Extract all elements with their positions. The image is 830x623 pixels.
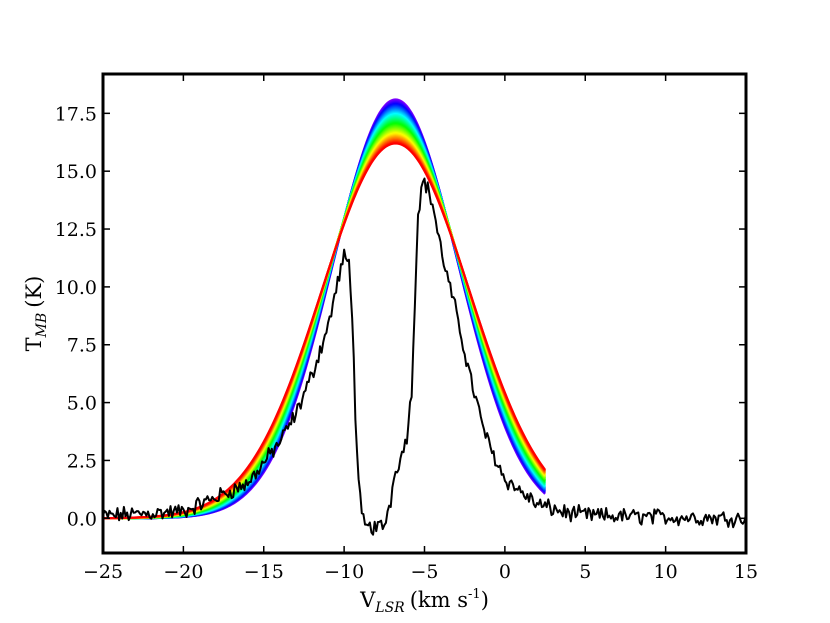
y-tick-label: 7.5 bbox=[67, 335, 97, 357]
model-fit-curve bbox=[103, 99, 546, 520]
x-tick-label: −15 bbox=[244, 561, 284, 583]
y-axis-label-main: T bbox=[22, 337, 46, 351]
model-fit-curve bbox=[103, 107, 546, 520]
y-axis-ticks: 0.0 2.5 5.0 7.5 10.0 12.5 15.0 17.5 bbox=[55, 103, 746, 530]
model-fit-curve bbox=[103, 101, 546, 520]
model-fit-curve bbox=[103, 100, 546, 520]
observed-spectrum bbox=[103, 177, 746, 536]
model-fit-curve bbox=[103, 98, 546, 520]
y-axis-label: TMB (K) bbox=[22, 276, 50, 352]
model-fit-curve bbox=[103, 109, 546, 520]
model-fit-curve bbox=[103, 103, 546, 520]
y-tick-label: 2.5 bbox=[67, 450, 97, 472]
y-tick-label: 5.0 bbox=[67, 393, 97, 415]
model-fit-curve bbox=[103, 106, 546, 520]
x-tick-label: 15 bbox=[734, 561, 758, 583]
model-fit-curves bbox=[103, 98, 546, 520]
x-tick-label: −20 bbox=[163, 561, 203, 583]
x-tick-label: 10 bbox=[654, 561, 678, 583]
x-tick-label: 5 bbox=[579, 561, 591, 583]
x-axis-label-main: V bbox=[359, 588, 376, 612]
model-fit-curve bbox=[103, 102, 546, 520]
model-fit-curve bbox=[103, 133, 546, 520]
y-tick-label: 15.0 bbox=[55, 161, 97, 183]
model-fit-curve bbox=[103, 108, 546, 520]
y-axis-label-units: (K) bbox=[22, 276, 46, 308]
observed-spectrum-line bbox=[103, 177, 746, 536]
x-axis-label-close: ) bbox=[481, 588, 489, 612]
y-tick-label: 12.5 bbox=[55, 219, 97, 241]
y-tick-label: 10.0 bbox=[55, 277, 97, 299]
plot-frame bbox=[101, 72, 748, 555]
x-tick-label: −10 bbox=[324, 561, 364, 583]
y-axis-label-subscript: MB bbox=[34, 313, 50, 339]
x-tick-label: −25 bbox=[83, 561, 123, 583]
x-axis-label: VLSR (km s-1) bbox=[359, 587, 489, 616]
x-axis-label-units: (km s bbox=[410, 588, 468, 612]
model-fit-curve bbox=[103, 110, 546, 520]
model-fit-curve bbox=[103, 105, 546, 520]
x-axis-label-subscript: LSR bbox=[374, 600, 405, 616]
x-tick-label: 0 bbox=[499, 561, 511, 583]
model-fit-curve bbox=[103, 111, 546, 520]
y-tick-label: 17.5 bbox=[55, 103, 97, 125]
x-axis-ticks: −25 −20 −15 −10 −5 0 5 10 15 bbox=[83, 74, 758, 583]
y-tick-label: 0.0 bbox=[67, 508, 97, 530]
x-axis-label-superscript: -1 bbox=[468, 587, 481, 602]
x-tick-label: −5 bbox=[410, 561, 438, 583]
